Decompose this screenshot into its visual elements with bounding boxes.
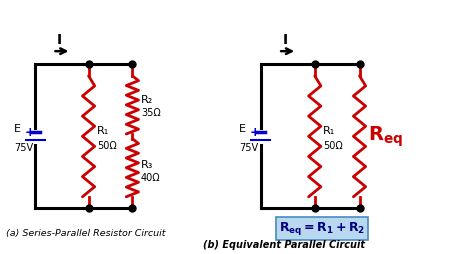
Text: (b) Equivalent Parallel Circuit: (b) Equivalent Parallel Circuit bbox=[203, 240, 365, 250]
Text: R₂: R₂ bbox=[141, 95, 153, 105]
Text: $\mathbf{R_{eq}}$: $\mathbf{R_{eq}}$ bbox=[368, 124, 403, 149]
Text: I: I bbox=[57, 33, 62, 46]
Text: +: + bbox=[250, 126, 260, 139]
Text: E: E bbox=[14, 124, 21, 134]
Text: 40Ω: 40Ω bbox=[141, 173, 161, 183]
Text: E: E bbox=[239, 124, 246, 134]
Text: +: + bbox=[24, 126, 35, 139]
Text: R₃: R₃ bbox=[141, 160, 153, 170]
Text: R₁: R₁ bbox=[323, 126, 336, 136]
Text: 50Ω: 50Ω bbox=[323, 141, 343, 151]
Text: 75V: 75V bbox=[239, 143, 258, 153]
Text: (a) Series-Parallel Resistor Circuit: (a) Series-Parallel Resistor Circuit bbox=[6, 229, 165, 238]
Text: R₁: R₁ bbox=[97, 126, 109, 136]
Text: I: I bbox=[283, 33, 288, 46]
Text: 35Ω: 35Ω bbox=[141, 108, 161, 118]
Text: 50Ω: 50Ω bbox=[97, 141, 117, 151]
Text: $\mathbf{R_{eq}=R_1+R_2}$: $\mathbf{R_{eq}=R_1+R_2}$ bbox=[279, 220, 365, 237]
Text: 75V: 75V bbox=[14, 143, 33, 153]
